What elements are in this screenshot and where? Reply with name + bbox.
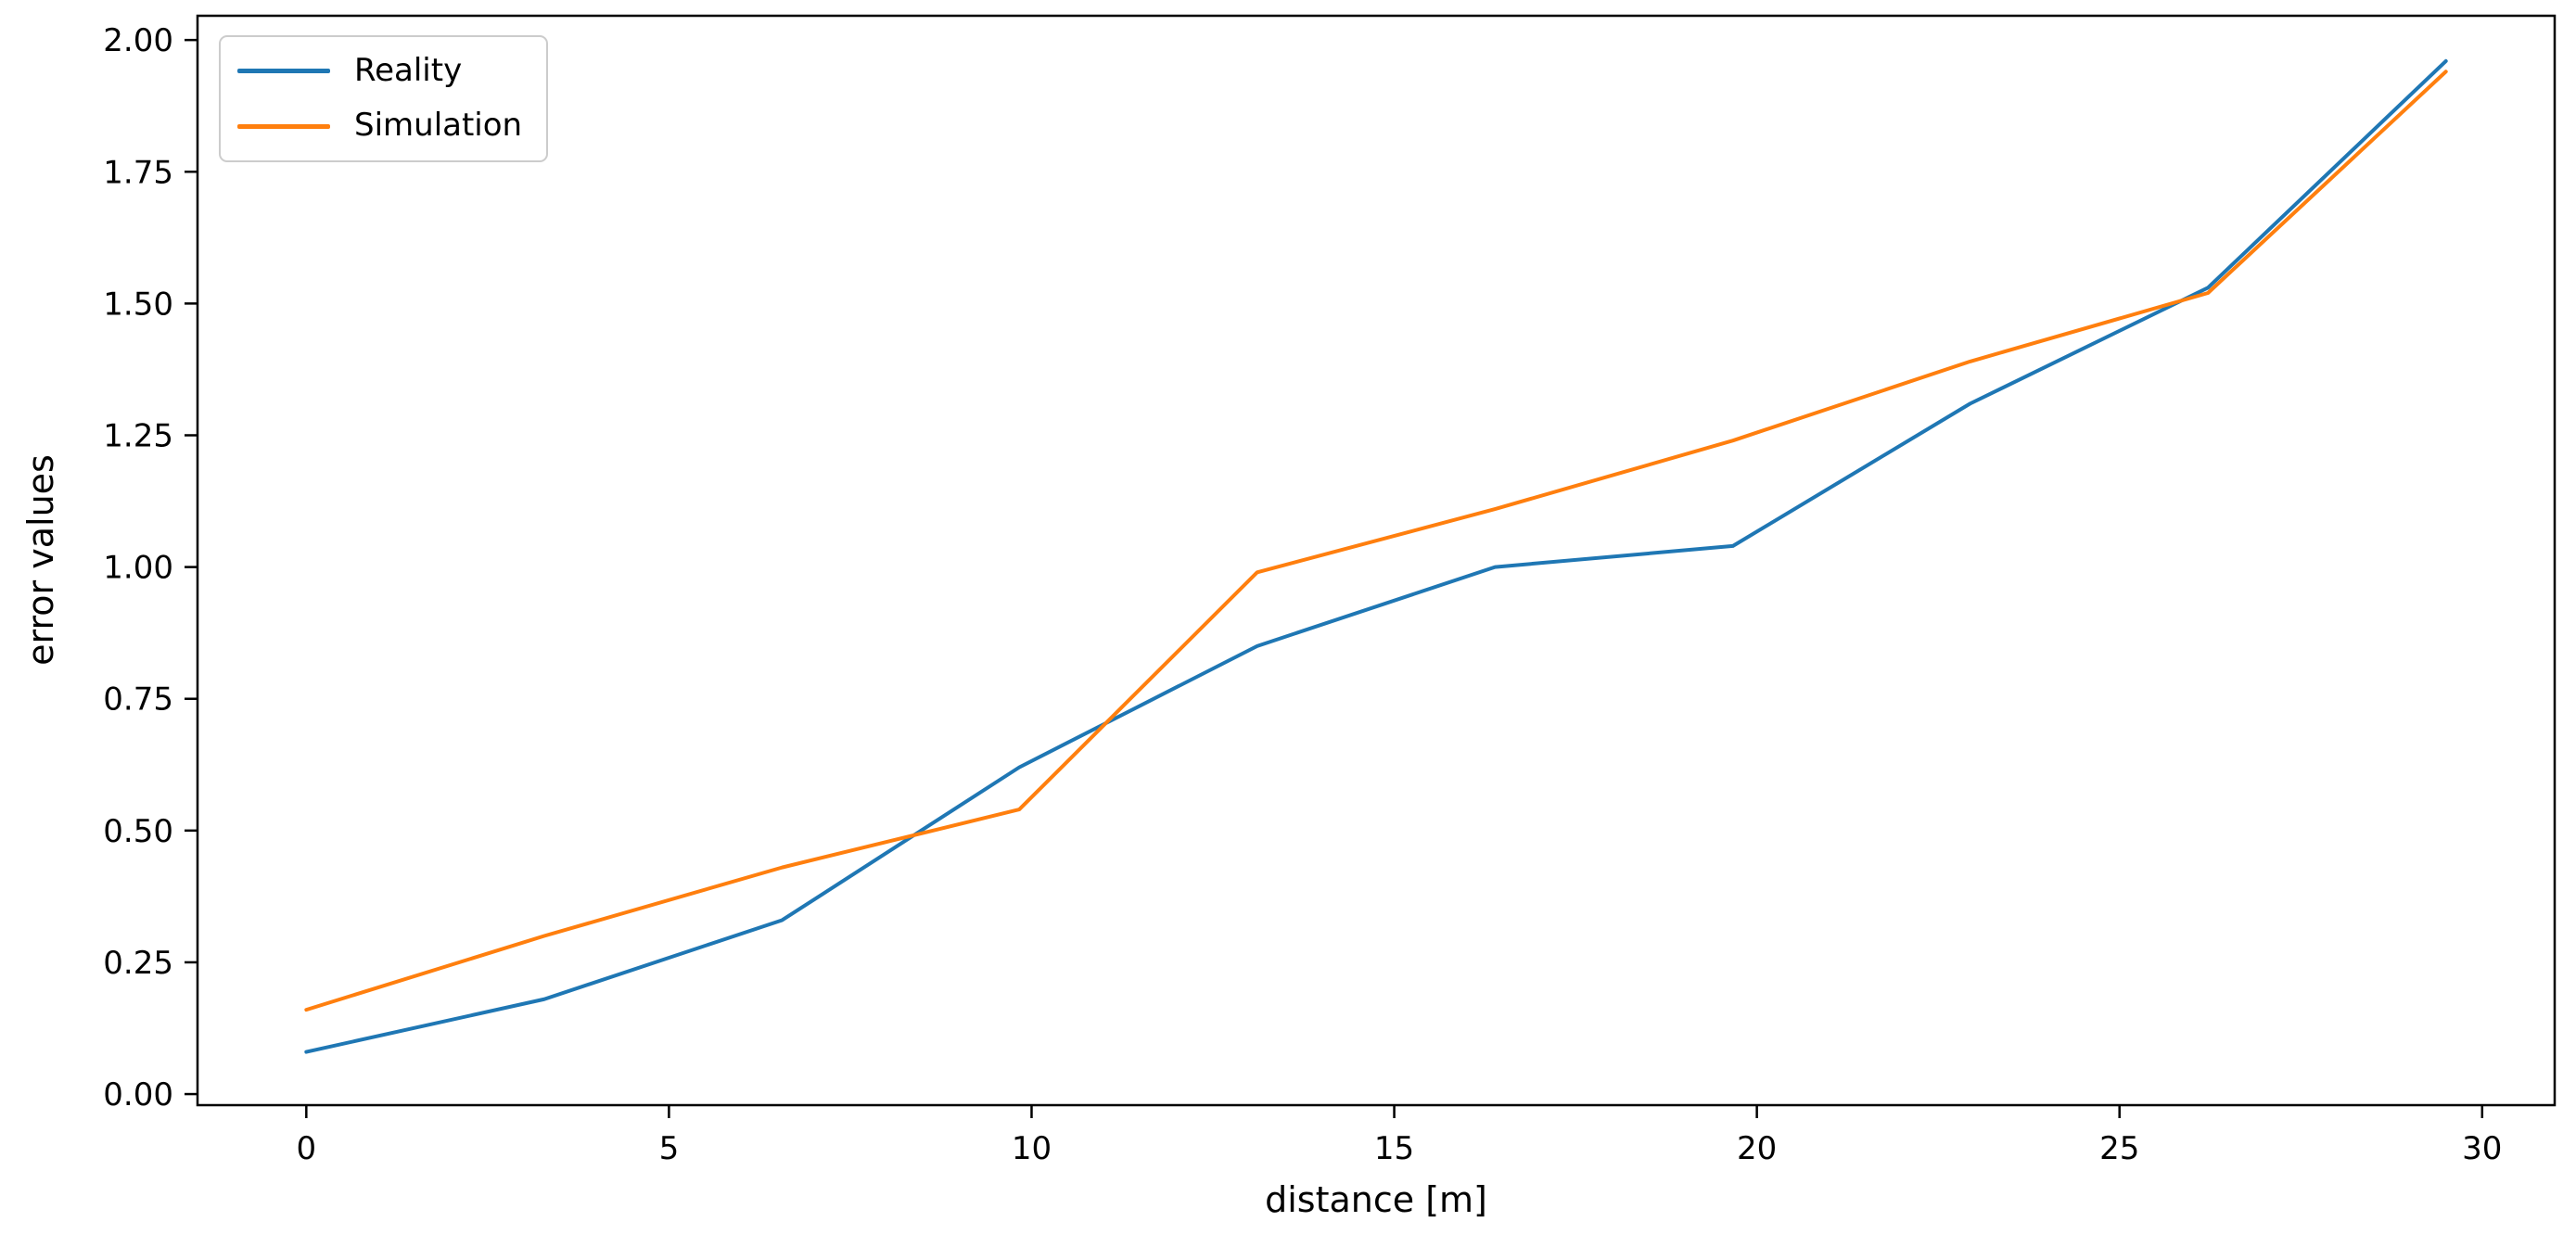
- legend-line-sample-simulation: [237, 123, 330, 129]
- axes-spines: [196, 14, 2557, 1107]
- y-tick-label: 0.25: [103, 945, 173, 982]
- series-line-reality: [304, 58, 2448, 1054]
- y-tick-label: 1.00: [103, 550, 173, 587]
- x-tick-label: 30: [2462, 1130, 2502, 1167]
- legend-line-sample-reality: [237, 69, 330, 74]
- legend: Reality Simulation: [219, 35, 549, 162]
- y-tick-label: 2.00: [103, 22, 173, 59]
- y-tick-label: 1.25: [103, 417, 173, 454]
- y-tick-label: 0.00: [103, 1076, 173, 1113]
- y-tick-label: 0.75: [103, 681, 173, 719]
- legend-item-simulation: Simulation: [237, 108, 522, 143]
- y-tick-label: 0.50: [103, 813, 173, 850]
- legend-label-simulation: Simulation: [354, 107, 523, 145]
- x-tick-label: 25: [2099, 1130, 2139, 1167]
- series-line-simulation: [304, 70, 2448, 1012]
- x-tick-label: 10: [1012, 1130, 1052, 1167]
- legend-item-reality: Reality: [237, 52, 522, 89]
- x-axis-label: distance [m]: [1265, 1179, 1487, 1220]
- y-axis-label: error values: [20, 454, 61, 666]
- x-tick-label: 15: [1374, 1130, 1414, 1167]
- legend-label-reality: Reality: [354, 52, 463, 89]
- y-tick-label: 1.50: [103, 286, 173, 323]
- x-tick-label: 5: [659, 1130, 680, 1167]
- x-tick-label: 0: [297, 1130, 317, 1167]
- y-tick-label: 1.75: [103, 154, 173, 191]
- x-tick-label: 20: [1737, 1130, 1777, 1167]
